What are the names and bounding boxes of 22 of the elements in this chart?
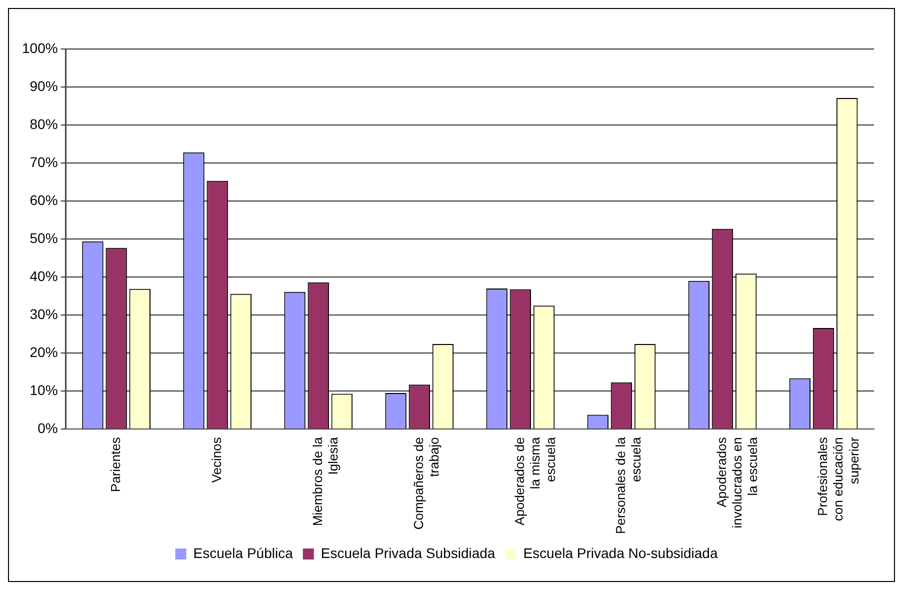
y-tick-label: 10% [30,382,58,398]
legend-label: Escuela Privada Subsidiada [320,544,496,561]
y-tick-label: 60% [30,192,58,208]
y-tick-label: 0% [38,420,58,436]
y-tick-label: 40% [30,268,58,284]
y-tick-label: 20% [30,344,58,360]
x-tick-label: Apoderados de la misma escuela [512,436,558,526]
y-tick-label: 80% [30,116,58,132]
x-tick-label: Vecinos [208,436,224,483]
legend-label: Escuela Pública [193,544,294,561]
y-tick-label: 100% [22,40,58,56]
y-tick-label: 90% [30,78,58,94]
x-tick-label: Personales de la escuela [613,436,644,534]
x-tick-label: Compañeros de trabajo [410,437,442,530]
x-tick-label: Parientes [108,436,123,492]
y-tick-label: 70% [30,154,58,170]
y-tick-label: 50% [30,230,58,246]
x-tick-label: Miembros de la Iglesia [310,436,341,526]
x-tick-label: Apoderados involucrados en la escuela [714,436,760,528]
legend-label: Escuela Privada No-subsidiada [523,544,718,561]
x-tick-label: Profesionales con educación superior [815,436,862,522]
y-tick-label: 30% [30,306,58,322]
